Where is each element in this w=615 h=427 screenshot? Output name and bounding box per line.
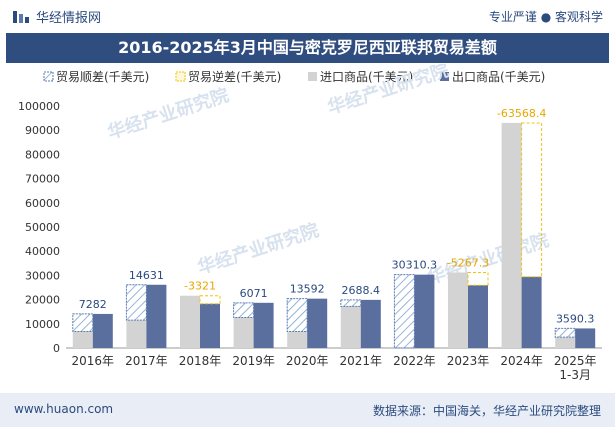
legend-label: 出口商品(千美元) [452, 69, 545, 84]
import-bar [501, 122, 522, 348]
legend-item-export: 出口商品(千美元) [440, 69, 545, 84]
x-tick-label: 1-3月 [559, 368, 591, 382]
import-bar [340, 306, 361, 348]
x-tick-label: 2021年 [340, 354, 383, 368]
legend-swatch [175, 71, 186, 82]
brand-logo-icon [13, 10, 29, 23]
import-bar [126, 320, 147, 348]
legend-item-deficit: 贸易逆差(千美元) [175, 69, 281, 84]
balance-label: 14631 [129, 269, 164, 282]
surplus-bar [286, 298, 308, 333]
y-tick-label: 90000 [25, 124, 60, 137]
surplus-bar [72, 313, 94, 333]
top-bar: 华经情报网 专业严谨 ● 客观科学 [0, 0, 615, 32]
x-tick-label: 2019年 [232, 354, 275, 368]
x-tick-label: 2022年 [393, 354, 436, 368]
footer: www.huaon.com 数据来源：中国海关，华经产业研究院整理 [0, 393, 615, 427]
y-tick-label: 70000 [25, 173, 60, 186]
chart-title: 2016-2025年3月中国与密克罗尼西亚联邦贸易差额 [6, 33, 609, 63]
legend-label: 贸易逆差(千美元) [188, 69, 281, 84]
legend-label: 进口商品(千美元) [320, 69, 413, 84]
x-tick-label: 2017年 [125, 354, 168, 368]
surplus-bar [554, 327, 576, 338]
x-tick-label: 2018年 [179, 354, 222, 368]
y-tick-label: 30000 [25, 269, 60, 282]
import-bar [555, 337, 576, 348]
x-axis: 2016年 2017年 2018年 2019年 2020年 2021年 2022年 2023年… [72, 354, 597, 382]
legend: 贸易顺差(千美元) 贸易逆差(千美元) 进口商品(千美元) 出口商品(千美元) [43, 69, 545, 84]
deficit-bar [199, 295, 221, 305]
y-tick-label: 80000 [25, 148, 60, 161]
y-tick-label: 10000 [25, 318, 60, 331]
balance-label: -3321 [184, 280, 216, 293]
import-bar [448, 272, 468, 348]
export-bar [200, 303, 220, 348]
deficit-bar [467, 271, 489, 286]
y-tick-label: 20000 [25, 294, 60, 307]
balance-label: -63568.4 [497, 107, 546, 120]
legend-swatch [43, 71, 54, 82]
x-tick-label: 2023年 [447, 354, 490, 368]
legend-item-import: 进口商品(千美元) [308, 69, 413, 84]
export-bar [468, 285, 488, 348]
website-link[interactable]: www.huaon.com [14, 402, 114, 416]
export-bar [414, 274, 435, 348]
balance-label: 6071 [240, 287, 268, 300]
surplus-bar [233, 302, 255, 319]
x-tick-label: 2016年 [72, 354, 115, 368]
y-tick-label: 50000 [25, 221, 60, 234]
y-tick-label: 60000 [25, 197, 60, 210]
legend-label: 贸易顺差(千美元) [56, 70, 149, 84]
tagline: 专业严谨 ● 客观科学 [488, 10, 603, 24]
export-bar [575, 328, 596, 348]
import-bar [287, 331, 308, 348]
import-bar [72, 331, 93, 348]
export-bar [253, 302, 274, 348]
data-source: 数据来源：中国海关，华经产业研究院整理 [372, 404, 601, 418]
balance-label: 30310.3 [392, 259, 438, 272]
balance-label: -5267.3 [447, 256, 489, 269]
data-labels: 7282 14631 -3321 6071 13592 2688.4 30310.3 -526… [79, 107, 595, 325]
surplus-bar [125, 284, 147, 321]
export-bar [92, 313, 113, 348]
import-bar [180, 295, 200, 348]
legend-swatch [308, 72, 317, 81]
surplus-bar [393, 274, 415, 349]
chart-area: 贸易顺差(千美元) 贸易逆差(千美元) 进口商品(千美元) 出口商品(千美元) 华经产… [18, 64, 602, 382]
y-tick-label: 0 [53, 342, 60, 355]
brand-name: 华经情报网 [36, 11, 102, 26]
balance-label: 7282 [79, 298, 107, 311]
export-bar [360, 299, 381, 348]
legend-item-surplus: 贸易顺差(千美元) [43, 70, 149, 84]
x-tick-label: 2024年 [500, 354, 543, 368]
surplus-bar [340, 299, 362, 307]
export-bar [307, 298, 328, 348]
balance-label: 13592 [290, 283, 325, 296]
import-bar [233, 317, 254, 348]
balance-label: 2688.4 [342, 284, 381, 297]
x-tick-label: 2025年 [554, 354, 597, 368]
bars [72, 122, 596, 349]
y-tick-label: 40000 [25, 245, 60, 258]
deficit-bar [521, 122, 543, 278]
brand[interactable]: 华经情报网 [12, 7, 101, 26]
y-tick-label: 100000 [18, 100, 60, 113]
watermark-text: 华经产业研究院 [105, 84, 232, 144]
balance-label: 3590.3 [556, 312, 595, 325]
export-bar [521, 276, 542, 348]
export-bar [146, 284, 167, 348]
watermark-text: 华经产业研究院 [195, 219, 322, 279]
legend-swatch [440, 72, 449, 81]
x-tick-label: 2020年 [286, 354, 329, 368]
